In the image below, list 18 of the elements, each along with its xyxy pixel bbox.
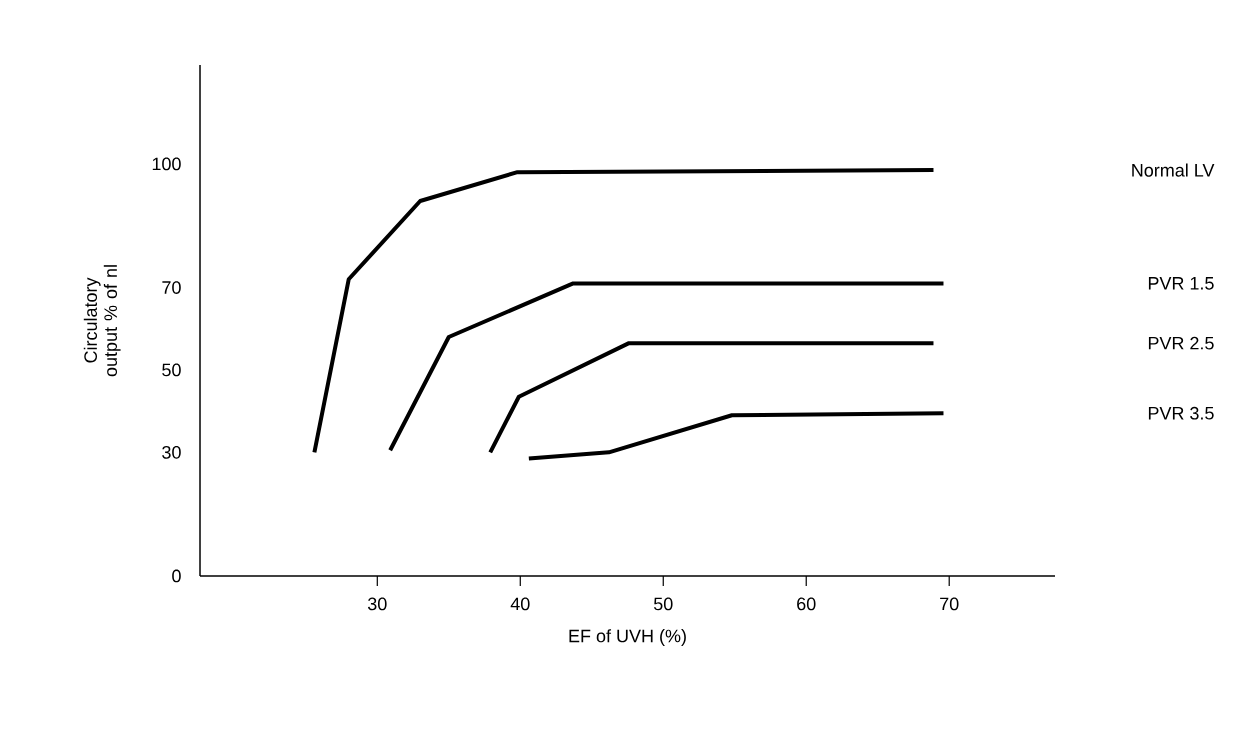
x-tick-label: 70 [940, 597, 959, 611]
y-tick-label: 0 [172, 569, 181, 583]
line-series [312, 168, 936, 455]
x-axis-title: EF of UVH (%) [569, 629, 686, 646]
x-tick-label: 50 [653, 597, 673, 611]
y-axis-title: Circulatory output % of nl [83, 265, 121, 377]
y-tick-label: 70 [162, 281, 181, 294]
text: PVR 3.5 [1148, 406, 1214, 420]
y-tick-label: 50 [162, 363, 181, 377]
y-tick-label: 30 [162, 445, 181, 459]
text: Normal LV [1132, 163, 1215, 177]
y-tick-label: 100 [152, 157, 181, 171]
x-tick-label: 30 [367, 597, 387, 611]
x-tick-label: 40 [510, 597, 530, 611]
line-series [526, 411, 946, 461]
text: PVR 1.5 [1148, 277, 1214, 290]
x-tick-label: 60 [797, 597, 816, 611]
text: PVR 2.5 [1148, 336, 1214, 350]
